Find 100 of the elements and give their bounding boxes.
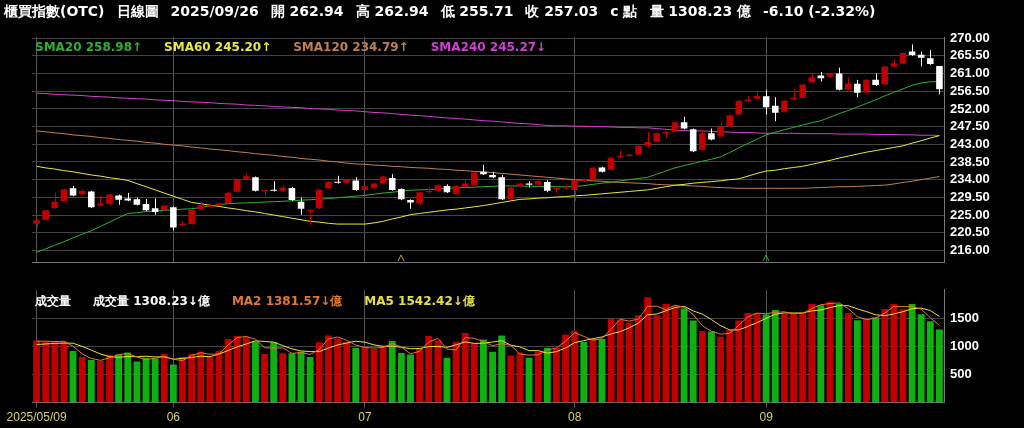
y-tick-label: 243.00	[950, 135, 990, 151]
bar	[407, 354, 414, 403]
bar	[33, 340, 40, 403]
bar	[434, 340, 442, 403]
bar	[160, 353, 168, 403]
bar	[179, 356, 186, 403]
bar	[461, 333, 469, 403]
bar	[343, 342, 351, 403]
chart-title: 櫃買指數(OTC)	[4, 3, 105, 19]
y-tick-label: 265.50	[950, 47, 990, 63]
bar	[562, 334, 569, 403]
bar	[206, 356, 214, 403]
bar	[324, 335, 332, 403]
bar	[780, 313, 788, 403]
bar	[498, 335, 506, 403]
bar	[890, 304, 898, 403]
bar	[151, 358, 159, 403]
text: 高 262.94	[355, 3, 429, 19]
bar	[853, 320, 861, 403]
bar	[270, 342, 278, 403]
bar	[452, 342, 460, 403]
text: 開 262.94	[270, 3, 344, 19]
candlestick	[699, 129, 706, 152]
bar	[571, 330, 579, 403]
bar	[616, 319, 624, 403]
bar	[625, 322, 633, 403]
text: SMA60 245.20↑	[164, 40, 272, 54]
bar	[881, 308, 889, 403]
text: SMA240 245.27↓	[430, 40, 547, 54]
bar	[507, 355, 515, 403]
y-tick-label: 261.00	[950, 65, 990, 81]
text: 低 255.71	[440, 3, 514, 19]
bar	[844, 313, 852, 403]
bar	[96, 360, 104, 403]
bar	[470, 343, 478, 403]
bar	[543, 347, 551, 403]
bar	[78, 356, 86, 403]
y-tick-label: 229.50	[950, 188, 990, 204]
text: 成交量 1308.23↓億	[93, 293, 210, 308]
bar	[115, 354, 123, 403]
bar	[607, 319, 615, 403]
candlestick	[936, 65, 943, 95]
bar	[835, 304, 843, 403]
bar	[315, 342, 323, 403]
text: MA2 1381.57↓億	[231, 293, 343, 308]
bar	[425, 336, 433, 403]
bar	[169, 364, 177, 403]
y-tick-label: 256.50	[950, 82, 990, 98]
y-tick-label: 270.00	[950, 29, 990, 45]
bar	[87, 359, 95, 403]
y-tick-label: 225.00	[950, 206, 990, 222]
bar	[188, 353, 196, 403]
bar	[233, 336, 241, 403]
bar	[552, 347, 560, 403]
bar	[808, 304, 816, 403]
candlestick	[170, 205, 177, 231]
bar	[580, 342, 588, 403]
bar	[817, 305, 825, 403]
text: 2025/09/26	[170, 3, 259, 19]
bar	[133, 361, 141, 403]
y-tick-label: 1500	[950, 310, 979, 326]
text: SMA20 258.98↑	[35, 40, 143, 54]
text: 收 257.03	[525, 3, 599, 19]
bar	[799, 313, 807, 403]
bar	[224, 339, 232, 403]
bar	[352, 347, 360, 403]
bar	[589, 338, 597, 403]
bar	[306, 356, 314, 403]
bar	[790, 313, 797, 403]
text: SMA120 234.79↑	[293, 40, 409, 54]
bar	[42, 342, 50, 403]
y-tick-label: 216.00	[950, 241, 990, 257]
bar	[361, 347, 369, 403]
text: MA5 1542.42↓億	[364, 293, 475, 308]
bar	[379, 345, 387, 403]
text: -6.10 (-2.32%)	[763, 3, 876, 19]
bar	[735, 320, 743, 403]
bar	[197, 351, 205, 403]
bar	[397, 353, 405, 403]
x-tick-label: 07	[358, 410, 372, 425]
bar	[51, 341, 59, 403]
y-tick-label: 500	[950, 366, 972, 382]
bar	[635, 315, 642, 403]
bar	[644, 297, 652, 403]
candlestick	[762, 89, 770, 115]
bar	[708, 331, 715, 403]
chart-title: 成交量	[35, 293, 71, 308]
bar	[124, 352, 132, 403]
bar	[388, 341, 396, 403]
x-tick-label: 2025/05/09	[6, 410, 67, 425]
bar	[936, 329, 943, 403]
x-tick-label: 06	[166, 410, 181, 425]
bar	[334, 338, 341, 403]
bar	[908, 304, 916, 403]
x-tick-label: 09	[759, 410, 774, 425]
x-tick-label: 08	[567, 410, 582, 425]
y-tick-label: 1000	[950, 338, 979, 354]
bar	[698, 330, 706, 403]
bar	[653, 315, 661, 403]
y-tick-label: 220.50	[950, 224, 990, 240]
